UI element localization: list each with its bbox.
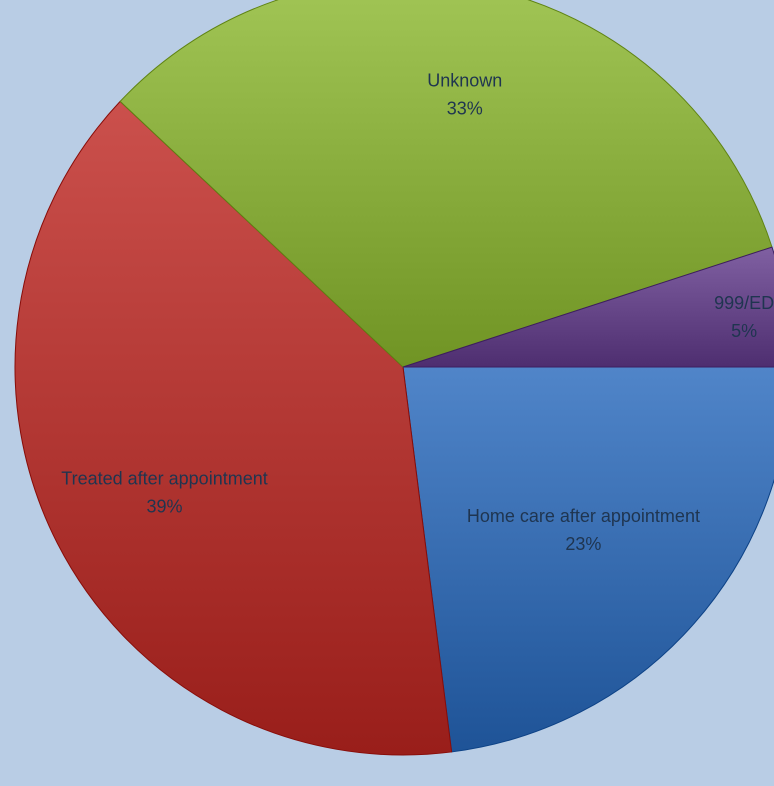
slice-percent-999-ed: 5% (731, 321, 757, 341)
slice-percent-unknown: 33% (447, 99, 483, 119)
slice-label-home-care-after-appointment: Home care after appointment (467, 506, 700, 526)
slice-label-treated-after-appointment: Treated after appointment (61, 469, 267, 489)
pie-labels: Home care after appointment 23% Treated af… (61, 71, 774, 554)
pie-slice-treated-after-appointment (14, 100, 453, 756)
slice-label-999-ed: 999/ED (714, 293, 774, 313)
pie-slice-home-care-after-appointment (402, 366, 774, 753)
pie-slice-unknown (119, 0, 773, 368)
pie-slice-999-ed (402, 246, 774, 368)
slice-label-unknown: Unknown (427, 71, 502, 91)
slice-percent-home-care-after-appointment: 23% (565, 534, 601, 554)
pie-slices (14, 0, 774, 756)
slice-percent-treated-after-appointment: 39% (146, 497, 182, 517)
